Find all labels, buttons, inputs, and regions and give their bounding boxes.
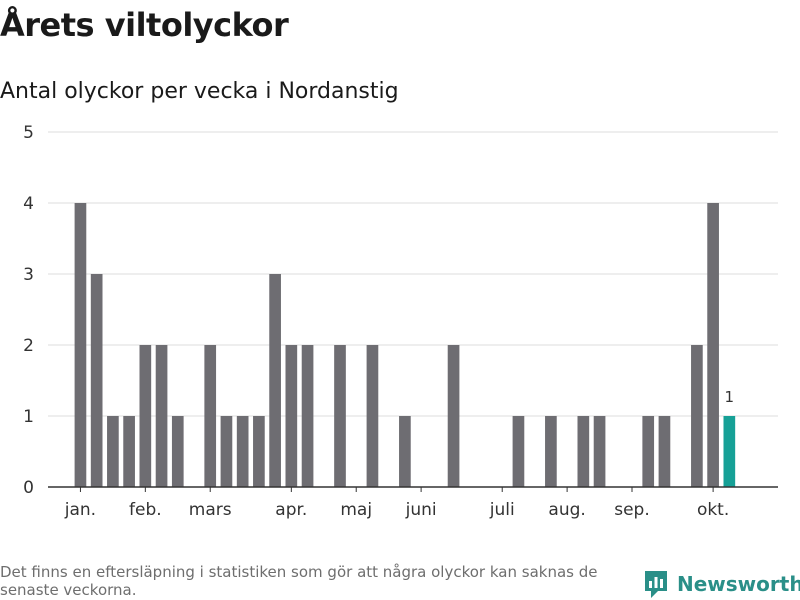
bar: [366, 345, 379, 487]
bar: [545, 416, 557, 487]
bar: [301, 345, 314, 487]
bar: [155, 345, 168, 487]
bar: [334, 345, 346, 487]
x-tick-label: sep.: [614, 500, 650, 520]
bar: [139, 345, 152, 487]
bar: [220, 416, 233, 487]
y-tick-label: 3: [23, 265, 34, 285]
newsworthy-logo-icon: [645, 571, 667, 598]
bar-chart: 0 1 2 3 4 5 1 jan. feb. mars apr. maj juni juli aug. se…: [23, 123, 778, 520]
bar: [285, 345, 298, 487]
brand-logo[interactable]: Newsworthy: [643, 569, 800, 599]
bar: [74, 203, 87, 487]
footnote: Det finns en eftersläpning i statistiken…: [0, 563, 598, 599]
bar: [204, 345, 217, 487]
bar: [577, 416, 590, 487]
bar: [691, 345, 703, 487]
bar-highlight: [723, 416, 736, 487]
x-tick-label: mars: [189, 500, 232, 520]
y-tick-label: 0: [23, 478, 34, 498]
bar: [236, 416, 249, 487]
x-tick-label: okt.: [697, 500, 729, 520]
bar: [707, 203, 719, 487]
bar: [90, 274, 103, 487]
x-tick-label: aug.: [548, 500, 585, 520]
y-tick-label: 2: [23, 336, 34, 356]
chart-subtitle: Antal olyckor per vecka i Nordanstig: [0, 79, 399, 104]
x-tick-label: apr.: [275, 500, 307, 520]
chart-title: Årets viltolyckor: [0, 6, 289, 44]
x-tick-label: jan.: [64, 500, 96, 520]
bar: [171, 416, 184, 487]
bar: [512, 416, 525, 487]
bar: [269, 274, 281, 487]
bar: [399, 416, 411, 487]
x-tick-label: maj: [340, 500, 372, 520]
bar: [642, 416, 655, 487]
bar: [658, 416, 671, 487]
bar: [593, 416, 606, 487]
data-label: 1: [725, 388, 735, 406]
y-tick-label: 1: [23, 407, 34, 427]
bar: [253, 416, 265, 487]
bar: [123, 416, 135, 487]
bar: [447, 345, 460, 487]
brand-name: Newsworthy: [677, 572, 800, 596]
y-tick-label: 4: [23, 194, 34, 214]
y-tick-label: 5: [23, 123, 34, 143]
bar: [107, 416, 119, 487]
x-tick-label: feb.: [129, 500, 162, 520]
x-tick-label: juli: [489, 500, 515, 520]
x-tick-label: juni: [405, 500, 437, 520]
